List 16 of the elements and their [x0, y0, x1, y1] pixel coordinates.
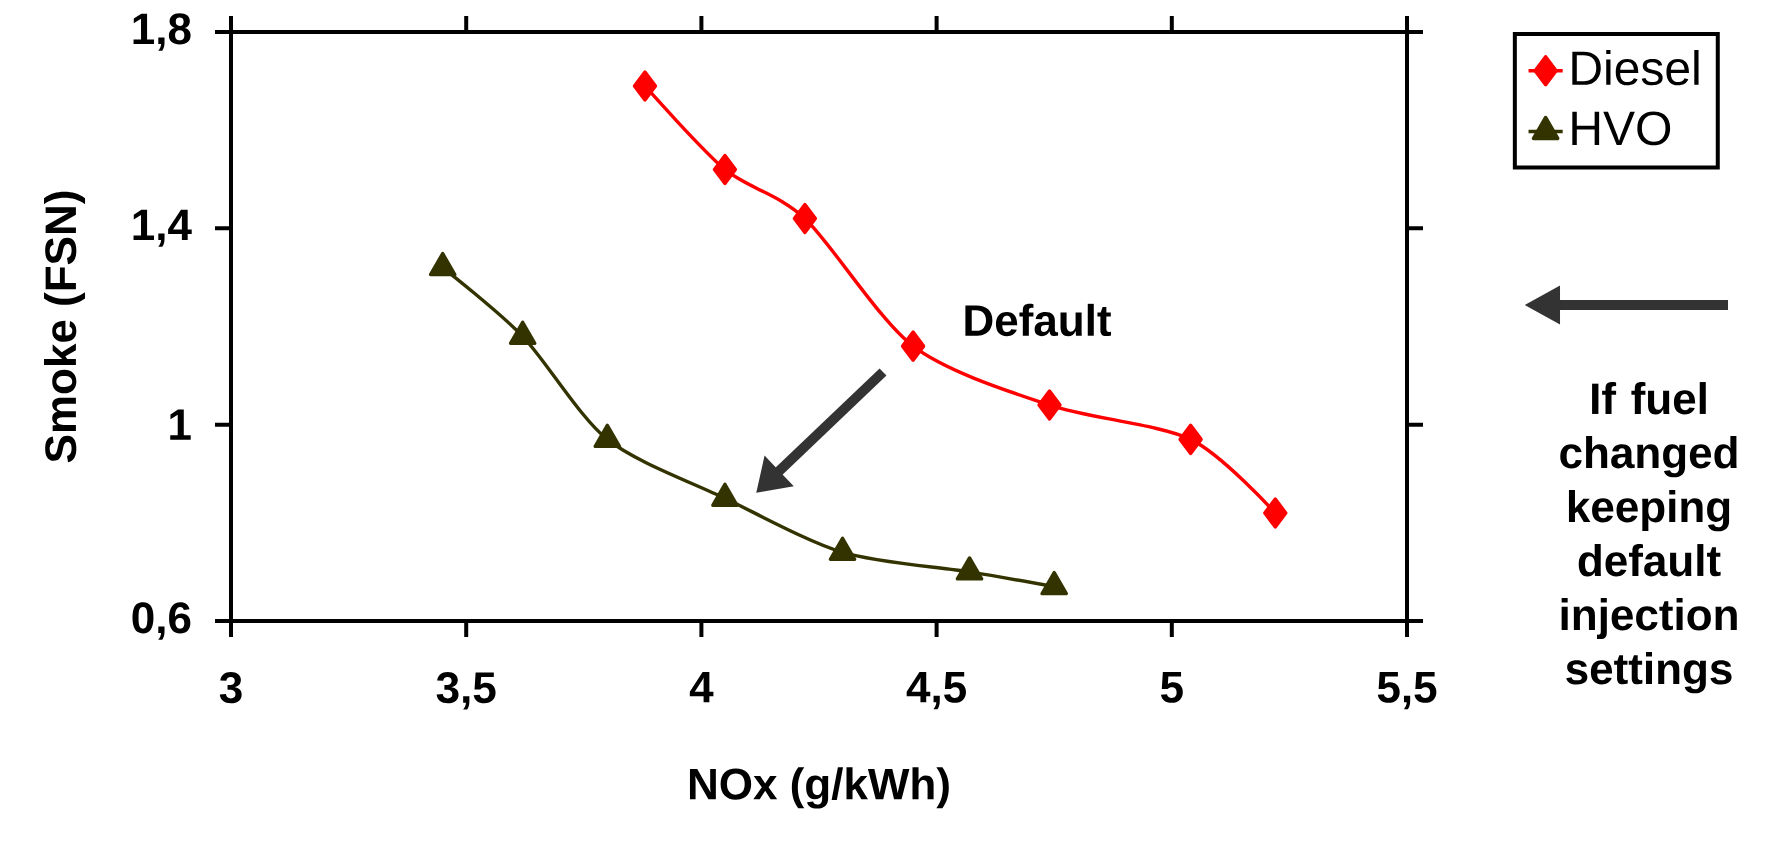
- y-tick-label: 1,8: [133, 13, 191, 51]
- x-tick-label: 3,5: [436, 672, 496, 710]
- text: If fuel changed keeping default injection settings: [1560, 382, 1737, 694]
- x-tick-label: 4: [689, 672, 714, 703]
- x-axis-title: NOx (g/kWh): [689, 767, 949, 809]
- x-tick-label: 3: [219, 672, 242, 704]
- x-tick-label: 5,5: [1377, 672, 1437, 710]
- annotation: Default: [965, 303, 1112, 337]
- y-tick-label: 1,4: [133, 209, 192, 247]
- y-tick-label: 1: [170, 409, 191, 440]
- legend-label: Diesel: [1572, 49, 1699, 86]
- x-tick-label: 5: [1160, 672, 1183, 703]
- legend-label: HVO: [1572, 111, 1671, 146]
- x-tick-label: 4,5: [906, 672, 966, 710]
- y-axis-title: Smoke (FSN): [44, 191, 86, 463]
- y-tick-label: 0,6: [132, 602, 191, 640]
